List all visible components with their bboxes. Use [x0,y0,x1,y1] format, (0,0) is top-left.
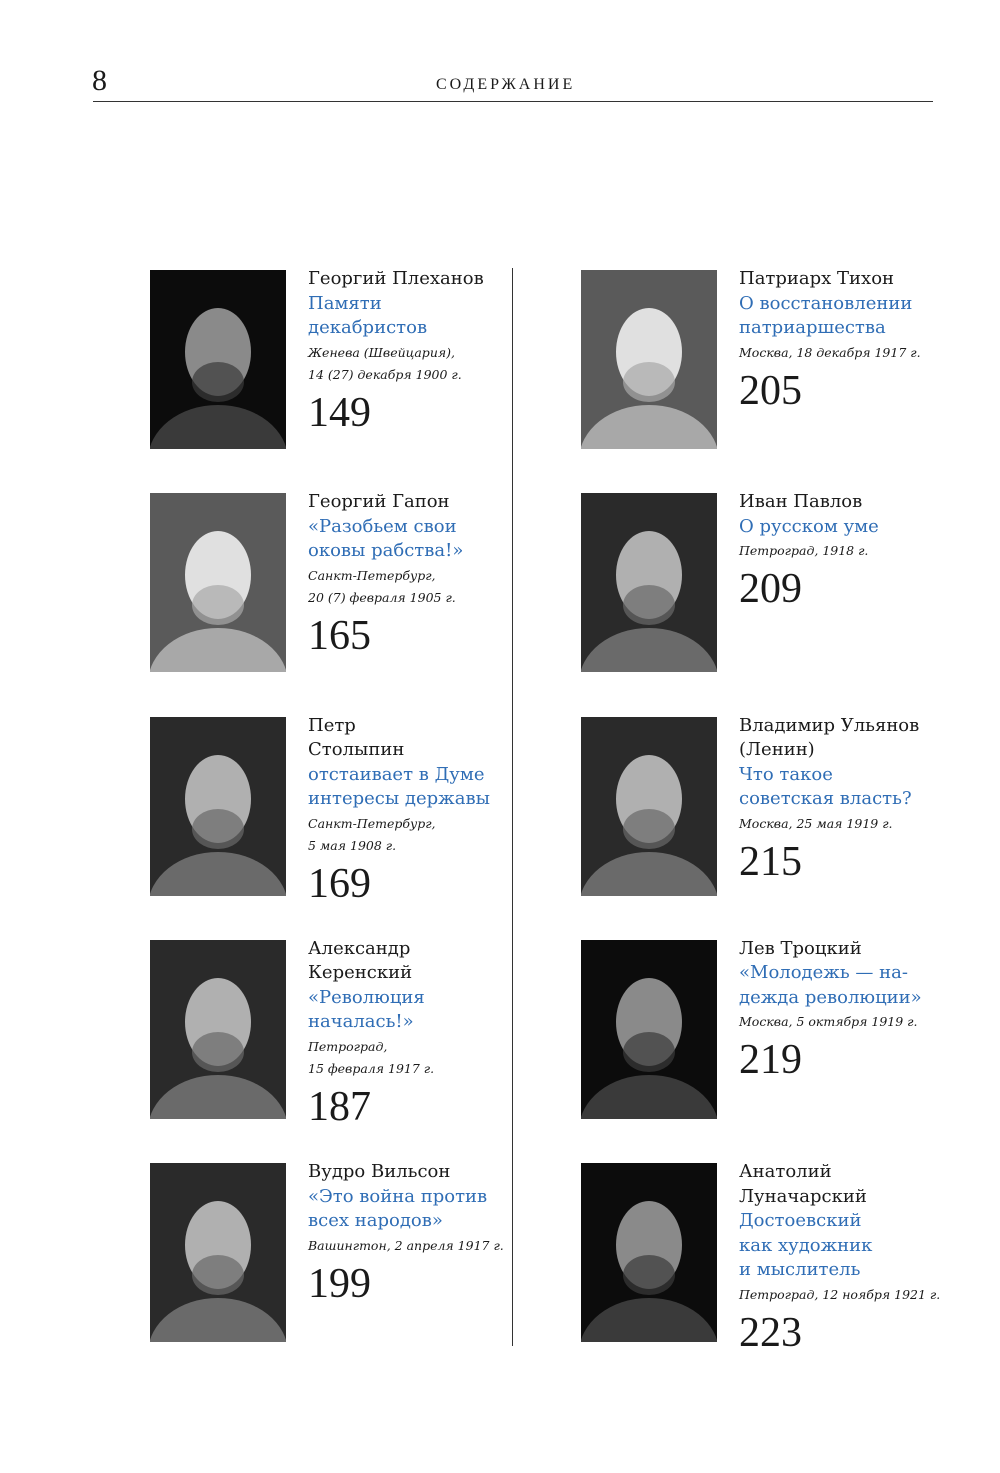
author-name: Владимир Ульянов (Ленин) [739,714,920,761]
author-name: Петр Столыпин [308,714,405,761]
page-reference[interactable]: 209 [739,566,802,613]
page-reference[interactable]: 187 [308,1083,371,1130]
page-reference[interactable]: 215 [739,838,802,885]
page-reference[interactable]: 165 [308,612,371,659]
speech-place-date: Санкт-Петербург, 5 мая 1908 г. [308,815,436,853]
portrait-photo [150,493,286,673]
speech-title[interactable]: Достоевский как художник и мыслитель [739,1210,873,1281]
contents-entry[interactable]: Георгий Гапон «Разобьем свои оковы рабств… [150,491,550,673]
author-name: Георгий Гапон [308,491,450,513]
speech-place-date: Петроград, 15 февраля 1917 г. [308,1038,435,1076]
author-name: Иван Павлов [739,491,863,513]
speech-title[interactable]: отстаивает в Думе интересы державы [308,763,490,810]
page-reference[interactable]: 169 [308,860,371,907]
author-name: Александр Керенский [308,937,413,984]
page-reference[interactable]: 149 [308,389,371,436]
author-name: Патриарх Тихон [739,268,895,289]
portrait-photo [150,716,286,896]
page-reference[interactable]: 223 [739,1309,802,1356]
speech-place-date: Москва, 5 октября 1919 г. [739,1014,918,1030]
speech-title[interactable]: Памяти декабристов [308,292,428,339]
speech-place-date: Москва, 18 декабря 1917 г. [739,344,921,360]
contents-entry[interactable]: Патриарх Тихон О восстановлении патриарше… [581,268,981,450]
contents-entry[interactable]: Александр Керенский «Революция началась!»… [150,938,550,1130]
speech-place-date: Москва, 25 мая 1919 г. [739,815,893,831]
author-name: Анатолий Луначарский [739,1161,867,1207]
contents-entry[interactable]: Георгий Плеханов Памяти декабристов Женева… [150,268,550,450]
page-reference[interactable]: 205 [739,367,802,414]
portrait-photo [581,939,717,1119]
speech-place-date: Петроград, 12 ноября 1921 г. [739,1286,941,1302]
speech-title[interactable]: «Это война против всех народов» [308,1185,488,1232]
portrait-photo [581,270,717,449]
page-number: 8 [92,64,107,97]
portrait-photo [150,270,286,449]
contents-entry[interactable]: Анатолий Луначарский Достоевский как худо… [581,1161,981,1356]
portrait-photo [150,939,286,1119]
speech-title[interactable]: О восстановлении патриаршества [739,292,913,339]
author-name: Вудро Вильсон [308,1161,451,1183]
portrait-photo [581,716,717,896]
page-reference[interactable]: 199 [308,1260,371,1307]
contents-entry[interactable]: Иван Павлов О русском уме Петроград, 1918 … [581,491,981,673]
contents-entry[interactable]: Петр Столыпин отстаивает в Думе интересы … [150,715,550,907]
author-name: Лев Троцкий [739,937,862,959]
page-reference[interactable]: 219 [739,1037,802,1084]
speech-title[interactable]: Что такое советская власть? [739,763,912,810]
author-name: Георгий Плеханов [308,268,484,289]
speech-place-date: Петроград, 1918 г. [739,543,869,559]
contents-entry[interactable]: Владимир Ульянов (Ленин) Что такое советс… [581,715,981,897]
speech-place-date: Женева (Швейцария), 14 (27) декабря 1900… [308,344,462,382]
contents-entry[interactable]: Вудро Вильсон «Это война против всех наро… [150,1161,550,1343]
speech-place-date: Вашингтон, 2 апреля 1917 г. [308,1237,504,1253]
header-rule [93,101,933,102]
portrait-photo [581,493,717,673]
speech-title[interactable]: «Молодежь — на- дежда революции» [739,962,922,1008]
speech-title[interactable]: «Разобьем свои оковы рабства!» [308,515,464,562]
speech-title[interactable]: «Революция началась!» [308,986,425,1033]
contents-entry[interactable]: Лев Троцкий «Молодежь — на- дежда революц… [581,938,981,1120]
column-divider [512,268,513,1346]
portrait-photo [581,1163,717,1343]
speech-title[interactable]: О русском уме [739,515,879,537]
portrait-photo [150,1163,286,1343]
speech-place-date: Санкт-Петербург, 20 (7) февраля 1905 г. [308,567,456,605]
running-head: СОДЕРЖАНИЕ [436,76,576,93]
